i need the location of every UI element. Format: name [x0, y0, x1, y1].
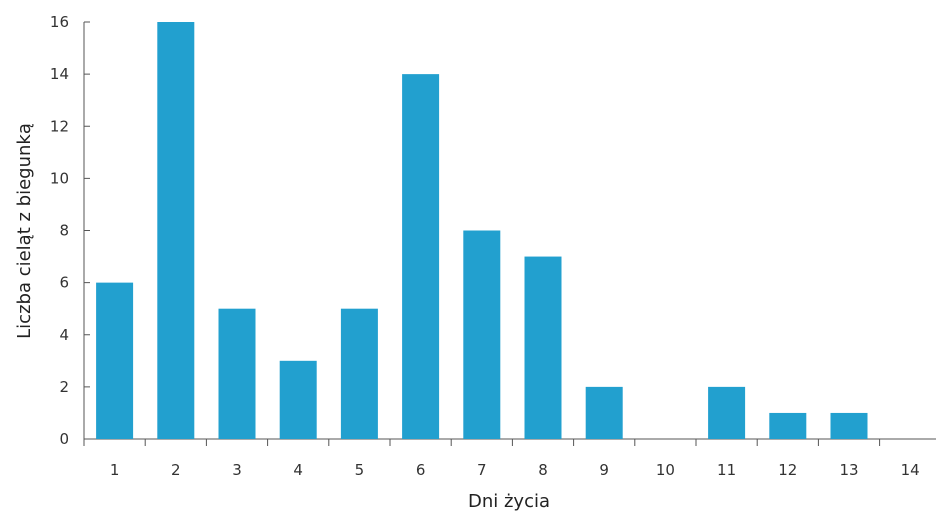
bar-day-4: [279, 360, 317, 439]
x-axis: 1 2 3 4 5 6 7 8 9 10 11 12 13 14: [83, 438, 936, 479]
y-tick-label: 12: [50, 117, 69, 135]
x-tick-label: 6: [416, 461, 426, 479]
bar-day-6: [402, 74, 440, 439]
x-tick-label: 4: [293, 461, 303, 479]
x-tick-label: 8: [538, 461, 548, 479]
bars: [96, 22, 868, 439]
x-tick-label: 12: [778, 461, 797, 479]
y-axis-title: Liczba cieląt z biegunką: [14, 123, 35, 339]
y-tick-label: 2: [59, 378, 69, 396]
x-tick-label: 2: [171, 461, 181, 479]
bar-day-5: [340, 308, 378, 439]
bar-day-7: [463, 230, 501, 439]
bar-day-12: [769, 412, 807, 439]
y-tick-label: 8: [59, 222, 69, 240]
x-tick-label: 3: [232, 461, 242, 479]
x-axis-title: Dni życia: [468, 491, 550, 512]
y-axis: 0 2 4 6 8 10 12 14 16: [50, 13, 90, 448]
x-tick-label: 7: [477, 461, 487, 479]
bar-day-8: [524, 256, 562, 439]
x-tick-label: 11: [717, 461, 736, 479]
x-tick-label: 13: [839, 461, 858, 479]
x-tick-label: 9: [599, 461, 609, 479]
bar-day-3: [218, 308, 256, 439]
y-tick-label: 16: [50, 13, 69, 31]
x-tick-label: 1: [110, 461, 120, 479]
bar-day-13: [830, 412, 868, 439]
x-tick-label: 10: [656, 461, 675, 479]
y-tick-label: 10: [50, 169, 69, 187]
y-tick-label: 14: [50, 65, 69, 83]
y-tick-label: 4: [59, 326, 69, 344]
bar-day-11: [708, 386, 746, 439]
bar-day-1: [96, 282, 134, 439]
x-tick-label: 5: [355, 461, 365, 479]
bar-day-2: [157, 22, 195, 439]
x-tick-label: 14: [901, 461, 920, 479]
y-tick-label: 6: [59, 274, 69, 292]
bar-day-9: [585, 386, 623, 439]
y-tick-label: 0: [59, 430, 69, 448]
